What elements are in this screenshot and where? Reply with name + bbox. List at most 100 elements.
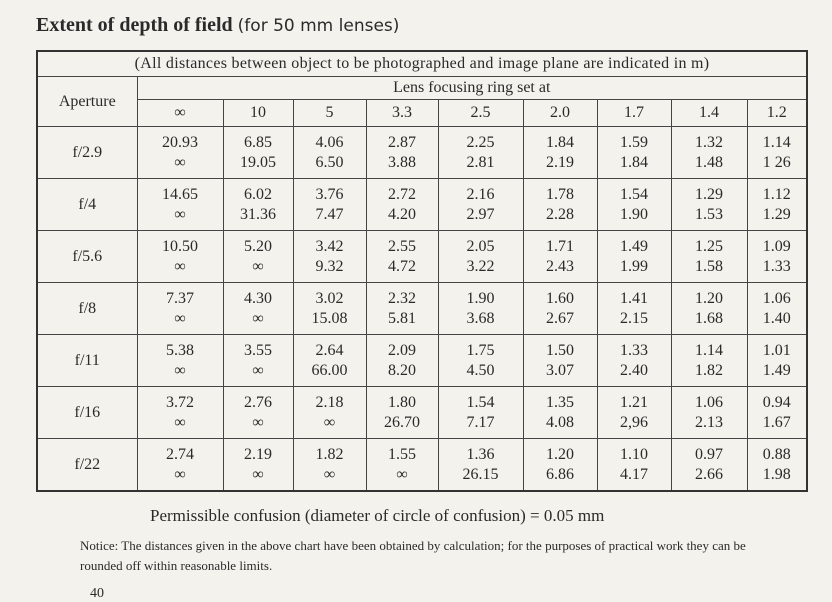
table-cell: 2.09 8.20	[365, 334, 439, 387]
far-limit: 1.58	[695, 257, 723, 275]
table-cell: 2.16 2.97	[437, 178, 524, 231]
far-limit: 2.66	[695, 465, 723, 483]
column-header: 3.3	[365, 99, 439, 127]
table-cell: 5.20 ∞	[222, 230, 294, 283]
far-limit: 1.53	[695, 205, 723, 223]
near-limit: 1.71	[546, 237, 574, 255]
far-limit: ∞	[252, 309, 264, 327]
table-cell: 5.38 ∞	[136, 334, 224, 387]
far-limit: 1.40	[762, 309, 791, 327]
far-limit: 2.81	[466, 153, 495, 171]
near-limit: 0.94	[762, 393, 791, 411]
table-cell: 1.41 2.15	[596, 282, 672, 335]
near-limit: 1.10	[620, 445, 648, 463]
far-limit: 2.13	[695, 413, 723, 431]
far-limit: 7.47	[315, 205, 344, 223]
table-cell: 1.01 1.49	[746, 334, 808, 387]
far-limit: ∞	[174, 205, 186, 223]
far-limit: 1.68	[695, 309, 723, 327]
near-limit: 3.55	[244, 341, 272, 359]
near-limit: 1.29	[695, 185, 723, 203]
near-limit: 5.20	[244, 237, 272, 255]
far-limit: ∞	[174, 153, 186, 171]
near-limit: 1.84	[546, 133, 574, 151]
table-cell: 1.84 2.19	[522, 126, 598, 179]
column-header: ∞	[136, 99, 224, 127]
table-cell: 1.71 2.43	[522, 230, 598, 283]
far-limit: 1.82	[695, 361, 723, 379]
far-limit: 8.20	[388, 361, 416, 379]
table-cell: 1.10 4.17	[596, 438, 672, 492]
table-row: f/2.9 20.93 ∞ 6.85 19.05 4.06 6.50 2.87 3.88 2.25…	[36, 126, 808, 179]
near-limit: 2.76	[244, 393, 272, 411]
near-limit: 2.18	[315, 393, 344, 411]
far-limit: 2.28	[546, 205, 574, 223]
near-limit: 0.88	[762, 445, 791, 463]
far-limit: 7.17	[466, 413, 495, 431]
near-limit: 1.50	[546, 341, 574, 359]
table-cell: 6.85 19.05	[222, 126, 294, 179]
table-row: f/22 2.74 ∞ 2.19 ∞ 1.82 ∞ 1.55 ∞ 1.36 26.15 1.20 6.8…	[36, 438, 808, 492]
title-line: Extent of depth of field (for 50 mm lens…	[36, 14, 399, 37]
table-cell: 2.25 2.81	[437, 126, 524, 179]
table-cell: 1.06 2.13	[670, 386, 748, 439]
far-limit: 1.90	[620, 205, 648, 223]
near-limit: 1.06	[695, 393, 723, 411]
aperture: f/16	[36, 386, 138, 439]
table-cell: 1.54 1.90	[596, 178, 672, 231]
table-cell: 1.55 ∞	[365, 438, 439, 492]
far-limit: 4.50	[466, 361, 495, 379]
near-limit: 3.02	[315, 289, 344, 307]
column-header: 1.7	[596, 99, 672, 127]
table-cell: 0.94 1.67	[746, 386, 808, 439]
table-cell: 3.02 15.08	[292, 282, 367, 335]
table-cell: 1.82 ∞	[292, 438, 367, 492]
table-cell: 1.50 3.07	[522, 334, 598, 387]
near-limit: 1.14	[695, 341, 723, 359]
table-cell: 1.36 26.15	[437, 438, 524, 492]
far-limit: ∞	[323, 413, 336, 431]
group-header: Lens focusing ring set at	[136, 76, 808, 100]
table-cell: 1.06 1.40	[746, 282, 808, 335]
column-header: 2.5	[437, 99, 524, 127]
near-limit: 2.09	[388, 341, 416, 359]
table-cell: 1.80 26.70	[365, 386, 439, 439]
table-cell: 1.54 7.17	[437, 386, 524, 439]
row-header: Aperture	[36, 76, 138, 127]
table-cell: 20.93 ∞	[136, 126, 224, 179]
far-limit: 2.43	[546, 257, 574, 275]
far-limit: ∞	[174, 465, 186, 483]
table-cell: 10.50 ∞	[136, 230, 224, 283]
far-limit: 26.70	[384, 413, 420, 431]
near-limit: 1.33	[620, 341, 648, 359]
table-cell: 2.64 66.00	[292, 334, 367, 387]
near-limit: 1.90	[466, 289, 495, 307]
column-header: 5	[292, 99, 367, 127]
near-limit: 1.41	[620, 289, 648, 307]
table-cell: 3.42 9.32	[292, 230, 367, 283]
far-limit: 1.98	[762, 465, 791, 483]
aperture: f/22	[36, 438, 138, 492]
far-limit: 2.97	[466, 205, 495, 223]
far-limit: ∞	[174, 309, 186, 327]
far-limit: 1.67	[762, 413, 791, 431]
near-limit: 7.37	[166, 289, 194, 307]
table-cell: 1.90 3.68	[437, 282, 524, 335]
far-limit: ∞	[174, 413, 186, 431]
near-limit: 2.19	[244, 445, 272, 463]
near-limit: 1.60	[546, 289, 574, 307]
table-cell: 1.21 2,96	[596, 386, 672, 439]
aperture: f/8	[36, 282, 138, 335]
table-cell: 3.76 7.47	[292, 178, 367, 231]
table-cell: 1.35 4.08	[522, 386, 598, 439]
table-cell: 2.19 ∞	[222, 438, 294, 492]
table-cell: 1.32 1.48	[670, 126, 748, 179]
table-cell: 2.76 ∞	[222, 386, 294, 439]
aperture: f/2.9	[36, 126, 138, 179]
near-limit: 1.21	[620, 393, 648, 411]
table-cell: 1.14 1 26	[746, 126, 808, 179]
far-limit: 1.84	[620, 153, 648, 171]
near-limit: 1.32	[695, 133, 723, 151]
far-limit: ∞	[252, 465, 264, 483]
near-limit: 2.72	[388, 185, 416, 203]
